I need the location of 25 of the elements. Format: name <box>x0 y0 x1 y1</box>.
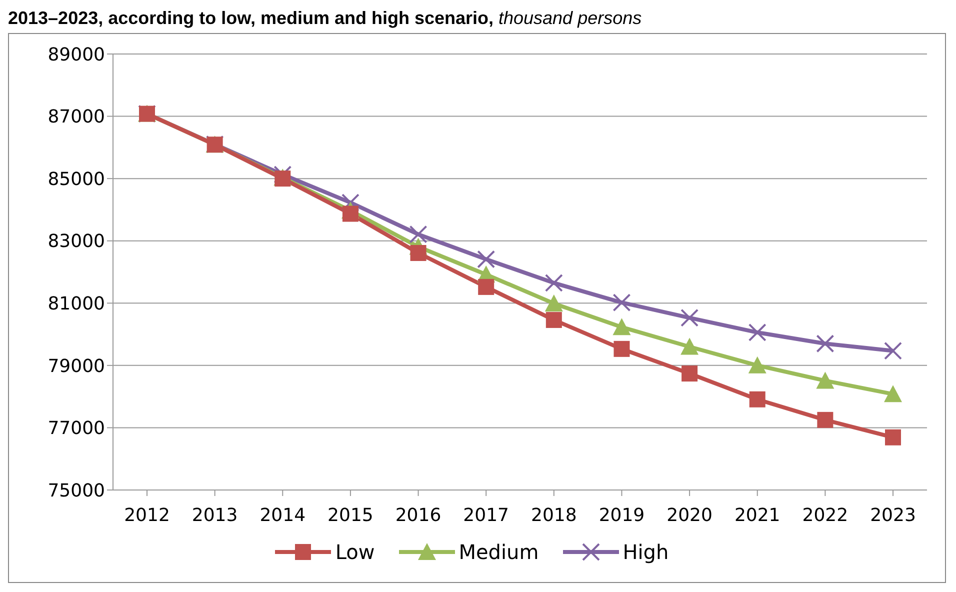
x-tick-label: 2018 <box>531 504 577 526</box>
x-tick-label: 2015 <box>328 504 374 526</box>
x-tick-label: 2019 <box>598 504 645 526</box>
y-tick-label: 89000 <box>48 44 105 66</box>
y-tick-label: 83000 <box>48 231 105 252</box>
x-tick-label: 2016 <box>395 504 442 526</box>
x-tick-label: 2012 <box>124 504 170 526</box>
x-tick-label: 2022 <box>802 504 848 526</box>
y-tick-label: 79000 <box>48 356 105 377</box>
y-tick-label: 77000 <box>48 418 105 440</box>
x-tick-label: 2014 <box>260 504 306 526</box>
x-tick-label: 2020 <box>666 504 712 526</box>
y-tick-label: 75000 <box>48 480 105 502</box>
chart-title: 2013–2023, according to low, medium and high scenario, <box>8 8 494 28</box>
x-tick-label: 2017 <box>463 504 509 526</box>
y-tick-label: 85000 <box>48 168 105 190</box>
x-tick-label: 2021 <box>734 504 780 526</box>
legend-label: Low <box>335 540 375 564</box>
chart-subtitle: thousand persons <box>498 8 642 28</box>
x-tick-label: 2013 <box>192 504 238 526</box>
legend-label: Medium <box>458 540 539 564</box>
y-tick-label: 81000 <box>48 294 105 315</box>
y-tick-label: 87000 <box>48 106 105 128</box>
legend-label: High <box>622 540 669 564</box>
x-tick-label: 2023 <box>870 504 916 526</box>
